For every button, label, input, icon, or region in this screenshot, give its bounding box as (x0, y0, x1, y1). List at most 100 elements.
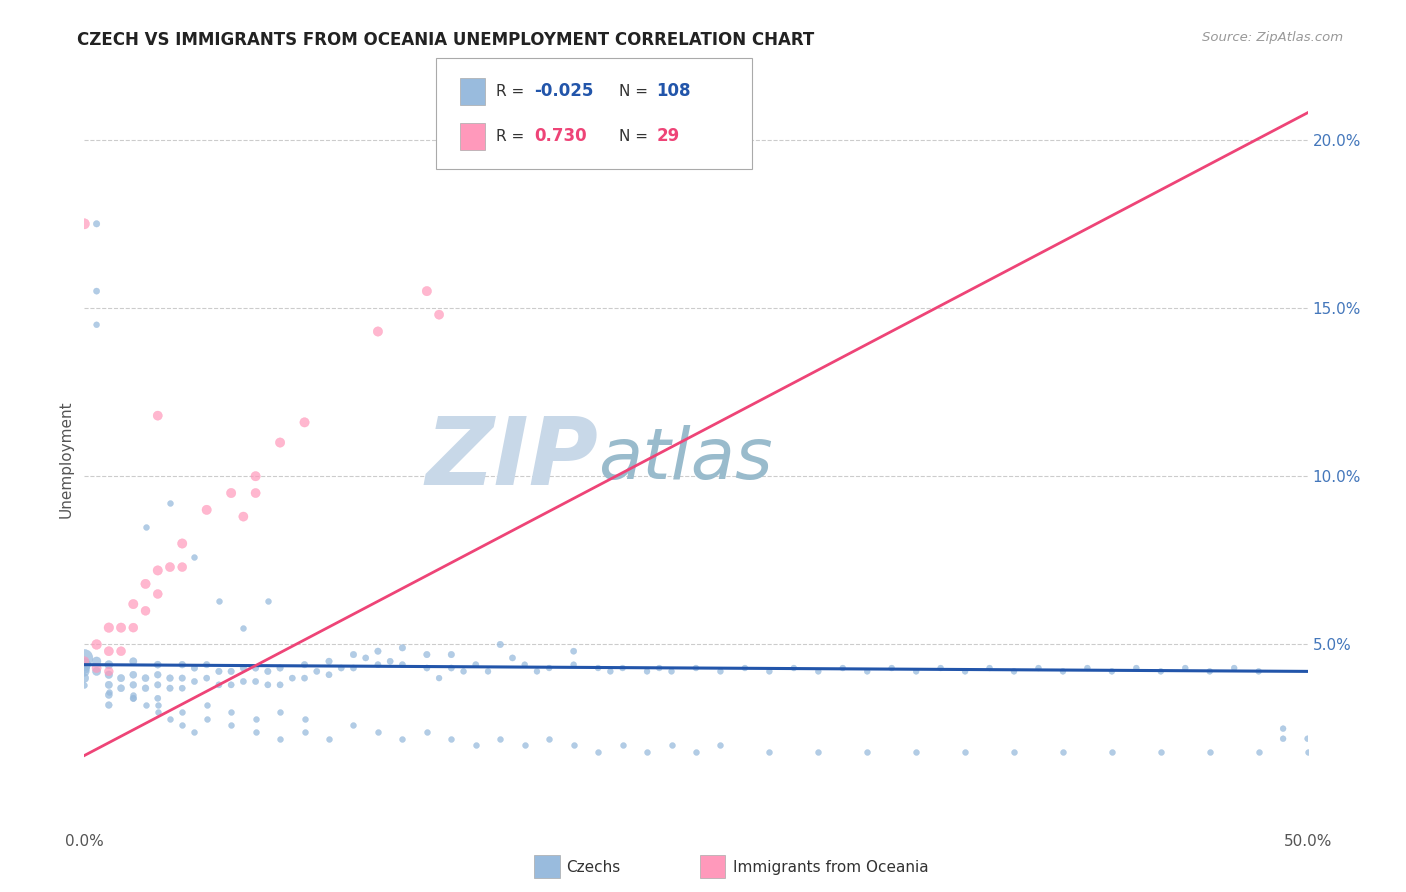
Point (122, 691, 145, 706)
Point (146, 698, 169, 712)
Text: Source: ZipAtlas.com: Source: ZipAtlas.com (1202, 31, 1343, 45)
Point (73, 665, 96, 679)
Point (146, 587, 169, 601)
Point (232, 509, 254, 524)
Point (709, 665, 731, 679)
Point (269, 661, 291, 675)
Point (172, 681, 194, 696)
Point (122, 678, 145, 692)
Point (195, 698, 218, 712)
Point (146, 667, 169, 681)
Point (122, 667, 145, 681)
Point (73, 657, 96, 672)
Point (929, 661, 952, 675)
Point (831, 661, 853, 675)
Point (208, 678, 231, 692)
Point (880, 661, 903, 675)
Point (709, 739, 731, 753)
Point (73, 217, 96, 231)
Point (427, 671, 450, 685)
Point (135, 577, 157, 591)
Point (440, 731, 463, 746)
Point (1296, 745, 1319, 759)
Point (97, 657, 120, 672)
Point (86, 654, 108, 668)
Point (97, 667, 120, 681)
Point (1150, 665, 1173, 679)
Point (219, 705, 242, 719)
Point (330, 661, 353, 675)
Point (183, 725, 205, 739)
Point (208, 593, 231, 607)
Point (232, 674, 254, 689)
Point (159, 681, 181, 696)
Point (1198, 745, 1220, 759)
Point (73, 661, 96, 675)
Point (159, 712, 181, 726)
Point (97, 688, 120, 702)
Point (380, 654, 402, 668)
Point (783, 661, 806, 675)
Point (1272, 722, 1295, 736)
Point (538, 731, 561, 746)
Point (146, 678, 169, 692)
Point (636, 665, 658, 679)
Text: CZECH VS IMMIGRANTS FROM OCEANIA UNEMPLOYMENT CORRELATION CHART: CZECH VS IMMIGRANTS FROM OCEANIA UNEMPLO… (77, 31, 814, 49)
Point (661, 739, 683, 753)
Point (648, 661, 671, 675)
Text: 29: 29 (657, 128, 681, 145)
Point (97, 665, 120, 679)
Point (97, 621, 120, 635)
Point (685, 745, 707, 759)
Point (391, 731, 413, 746)
Point (807, 665, 830, 679)
Point (1272, 731, 1295, 746)
Text: atlas: atlas (598, 425, 773, 494)
Point (1028, 661, 1050, 675)
Point (758, 665, 780, 679)
Point (122, 688, 145, 702)
Point (367, 725, 389, 739)
Point (294, 712, 316, 726)
Point (97, 698, 120, 712)
Text: ZIP: ZIP (425, 413, 598, 506)
Point (183, 661, 205, 675)
Point (318, 654, 340, 668)
Point (159, 560, 181, 574)
Point (110, 644, 132, 658)
Point (97, 678, 120, 692)
Text: Immigrants from Oceania: Immigrants from Oceania (733, 860, 928, 874)
Point (489, 637, 512, 651)
Point (135, 671, 157, 685)
Point (219, 486, 242, 500)
Point (269, 731, 291, 746)
Point (269, 435, 291, 450)
Point (1101, 665, 1123, 679)
Point (122, 691, 145, 706)
Point (1296, 731, 1319, 746)
Point (305, 665, 328, 679)
Point (245, 469, 267, 483)
Point (110, 671, 132, 685)
Point (477, 665, 499, 679)
Point (1150, 745, 1173, 759)
Point (86, 661, 108, 675)
Point (146, 691, 169, 706)
Point (856, 665, 879, 679)
Point (257, 678, 280, 692)
Point (953, 665, 976, 679)
Point (172, 536, 194, 550)
Point (257, 593, 280, 607)
Point (416, 648, 439, 662)
Point (1247, 665, 1270, 679)
Point (245, 712, 267, 726)
Point (342, 661, 364, 675)
Point (440, 661, 463, 675)
Point (513, 739, 536, 753)
Point (661, 665, 683, 679)
Text: N =: N = (619, 84, 652, 99)
Point (195, 657, 218, 672)
Point (1076, 661, 1098, 675)
Point (294, 657, 316, 672)
Point (599, 665, 621, 679)
